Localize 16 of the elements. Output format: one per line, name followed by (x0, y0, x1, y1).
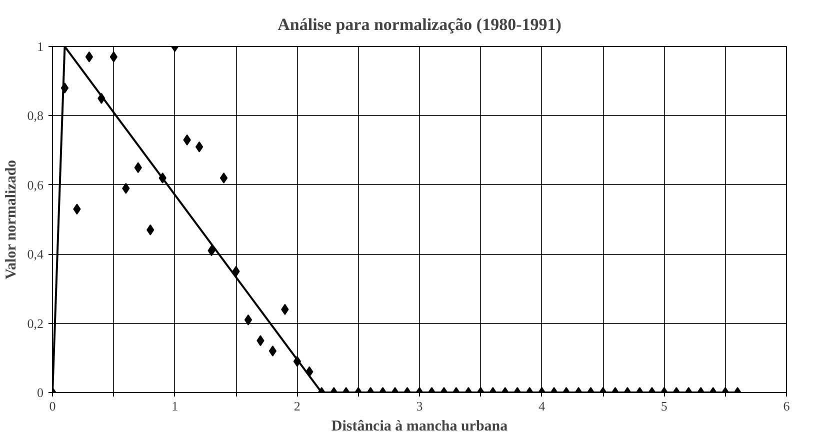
x-tick-label: 6 (783, 398, 790, 414)
x-axis-title: Distância à mancha urbana (331, 418, 508, 434)
x-tick-label: 3 (416, 398, 423, 414)
x-tick-label: 4 (538, 398, 546, 414)
x-tick-label: 5 (660, 398, 668, 414)
y-tick-label: 1 (37, 39, 44, 54)
y-tick-label: 0 (37, 385, 44, 400)
y-tick-label: 0,6 (27, 177, 44, 192)
x-tick-label: 1 (172, 398, 178, 414)
chart-title: Análise para normalização (1980-1991) (278, 15, 562, 34)
y-tick-label: 0,2 (27, 316, 44, 331)
x-tick-label: 2 (294, 398, 300, 414)
x-tick-label: 0 (49, 398, 56, 414)
y-axis-title: Valor normalizado (3, 160, 20, 280)
y-tick-label: 0,8 (27, 108, 44, 124)
y-tick-label: 0,4 (27, 246, 44, 262)
